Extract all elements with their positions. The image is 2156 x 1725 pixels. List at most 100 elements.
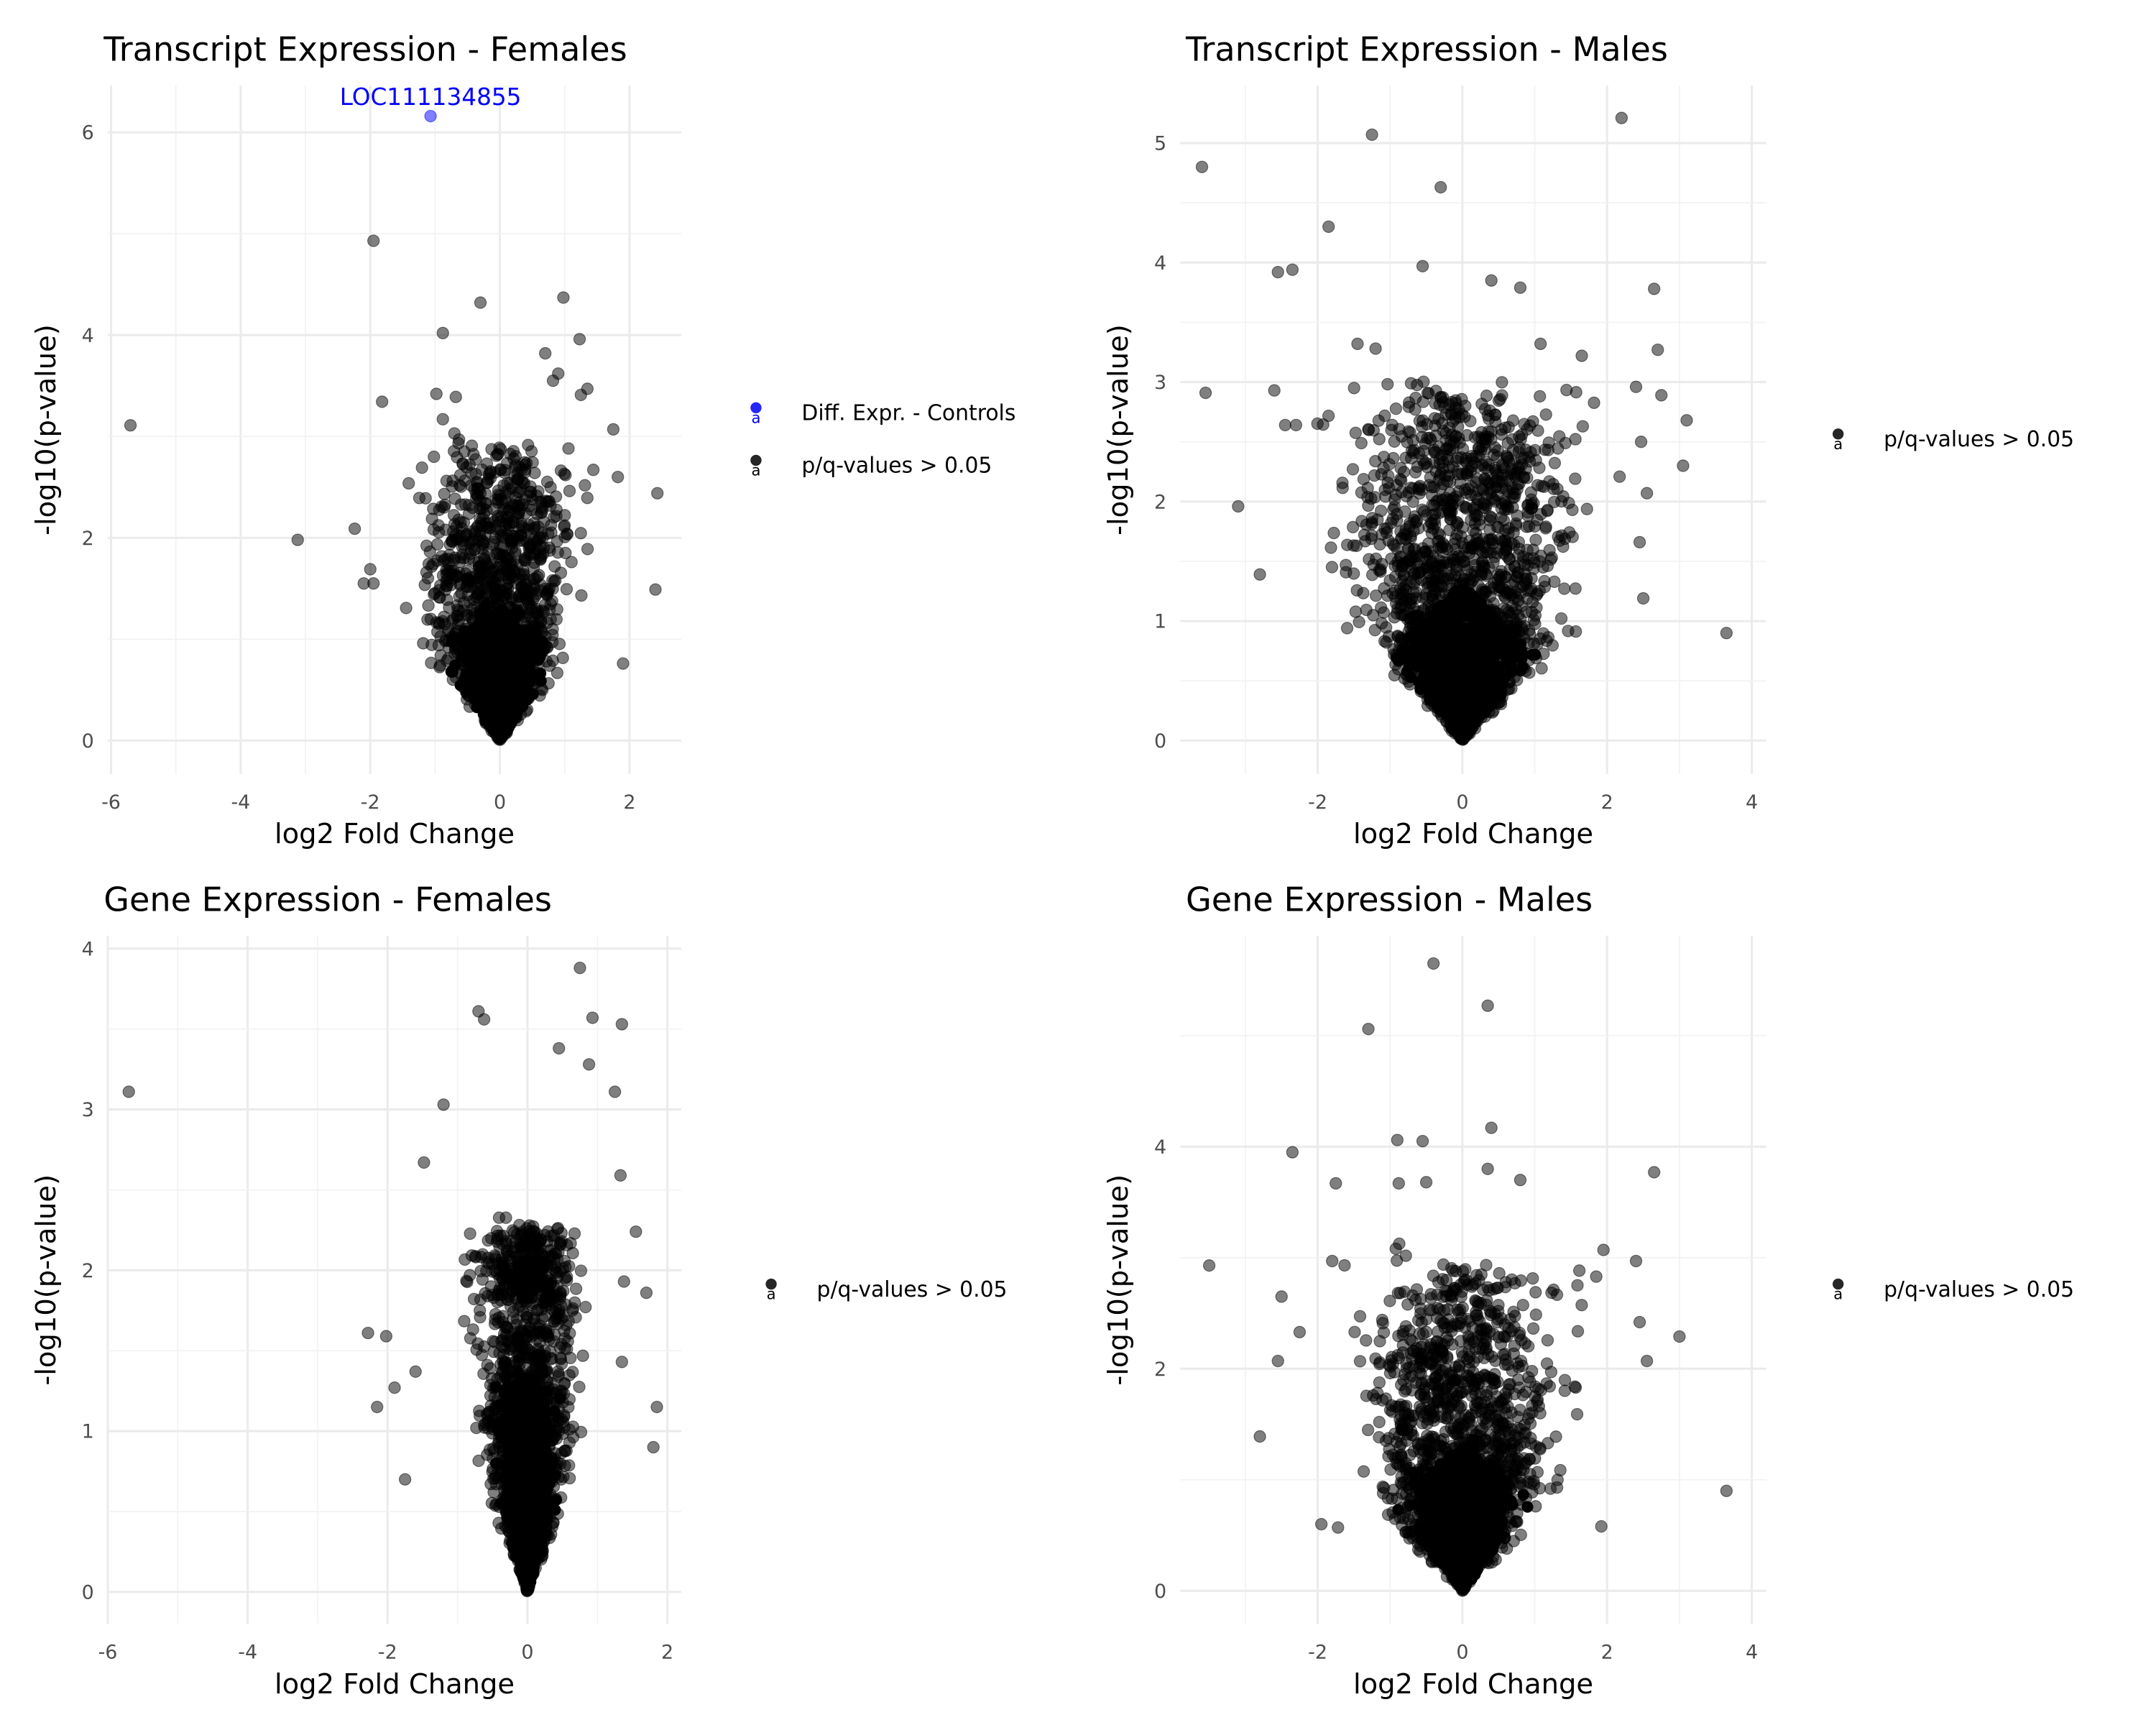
cloud-point [1566, 503, 1579, 517]
data-point [1434, 180, 1447, 194]
cloud-point [1462, 713, 1474, 725]
data-point [430, 387, 443, 400]
cloud-point [499, 723, 512, 735]
data-point [124, 419, 137, 432]
cloud-point [1357, 472, 1370, 486]
x-tick-label: 0 [521, 1642, 533, 1664]
cloud-point [535, 526, 548, 540]
cloud-point [579, 479, 591, 492]
cloud-point [1325, 541, 1337, 554]
cloud-point [1483, 561, 1496, 574]
x-axis-title: log2 Fold Change [275, 1668, 515, 1701]
cloud-point [1541, 559, 1554, 572]
data-point [364, 563, 377, 576]
cloud-point [513, 485, 526, 498]
cloud-point [459, 625, 471, 638]
cloud-point [1454, 477, 1467, 490]
data-point [573, 333, 586, 346]
cloud-point [1498, 583, 1511, 596]
data-point [651, 487, 664, 500]
cloud-point [540, 616, 554, 629]
y-tick-label: 4 [82, 325, 94, 347]
cloud-point [1417, 375, 1430, 388]
cloud-point [456, 457, 469, 470]
cloud-point [1456, 626, 1468, 639]
data-point [557, 291, 570, 304]
cloud-point [1521, 423, 1534, 436]
cloud-point [465, 466, 478, 480]
cloud-point [1397, 466, 1411, 479]
cloud-point [496, 681, 508, 693]
cloud-point [562, 442, 575, 455]
cloud-point [1452, 729, 1465, 741]
cloud-point [1569, 472, 1582, 485]
data-point [348, 522, 361, 535]
cloud-point [1521, 592, 1534, 605]
cloud-point [1554, 612, 1568, 625]
data-point [367, 234, 380, 247]
cloud-point [1547, 495, 1561, 509]
cloud-point [422, 599, 435, 612]
data-point [1232, 500, 1245, 513]
cloud-point [1389, 402, 1403, 415]
cloud-point [1346, 463, 1360, 476]
x-tick-label: -4 [238, 1642, 257, 1664]
cloud-point [1548, 456, 1562, 469]
cloud-point [1349, 426, 1362, 439]
x-axis-title: log2 Fold Change [1353, 818, 1593, 850]
data-point [367, 577, 380, 590]
cloud-point [1398, 568, 1411, 581]
cloud-point [534, 540, 547, 553]
cloud-point [1413, 676, 1425, 688]
cloud-point [440, 474, 453, 487]
cloud-point [491, 547, 505, 560]
cloud-point [1493, 571, 1506, 584]
cloud-point [524, 489, 537, 502]
data-point [1289, 418, 1303, 432]
cloud-point [512, 507, 525, 520]
cloud-point [1365, 529, 1378, 542]
cloud-point [1409, 403, 1422, 416]
cloud-point [471, 666, 483, 678]
cloud-point [428, 450, 441, 464]
data-point [1286, 263, 1299, 276]
cloud-point [511, 558, 524, 571]
cloud-point [1427, 522, 1439, 535]
data-point [1195, 160, 1209, 173]
cloud-point [509, 450, 522, 463]
cloud-point [1562, 625, 1575, 638]
cloud-point [505, 591, 518, 604]
cloud-point [1450, 401, 1462, 415]
data-point [1534, 337, 1547, 351]
cloud-point [1470, 508, 1483, 521]
data-point [1416, 259, 1429, 272]
cloud-point [1473, 617, 1485, 630]
gridlines [106, 935, 682, 1624]
cloud-point [563, 1459, 576, 1472]
cloud-point [484, 654, 496, 666]
y-tick-label: 2 [82, 528, 94, 550]
data-point [617, 657, 630, 670]
y-tick-label: 3 [1154, 372, 1166, 394]
cloud-point [551, 546, 565, 559]
cloud-point [1588, 396, 1600, 410]
cloud-point [1400, 489, 1413, 502]
cloud-point [1378, 635, 1391, 648]
data-point [474, 296, 487, 309]
cloud-point [575, 589, 588, 602]
data-point [1651, 344, 1664, 356]
cloud-point [1540, 634, 1553, 648]
cloud-point [442, 557, 455, 570]
y-axis-title: -log10(p-value) [30, 324, 63, 535]
cloud-point [1437, 632, 1449, 645]
cloud-point [1457, 582, 1469, 594]
cloud-point [1493, 678, 1506, 691]
cloud-point [1580, 502, 1593, 515]
cloud-point [497, 479, 510, 492]
cloud-point [471, 582, 484, 595]
cloud-point [1498, 462, 1511, 475]
cloud-point [1391, 507, 1404, 521]
y-tick-label: 0 [1154, 730, 1166, 753]
